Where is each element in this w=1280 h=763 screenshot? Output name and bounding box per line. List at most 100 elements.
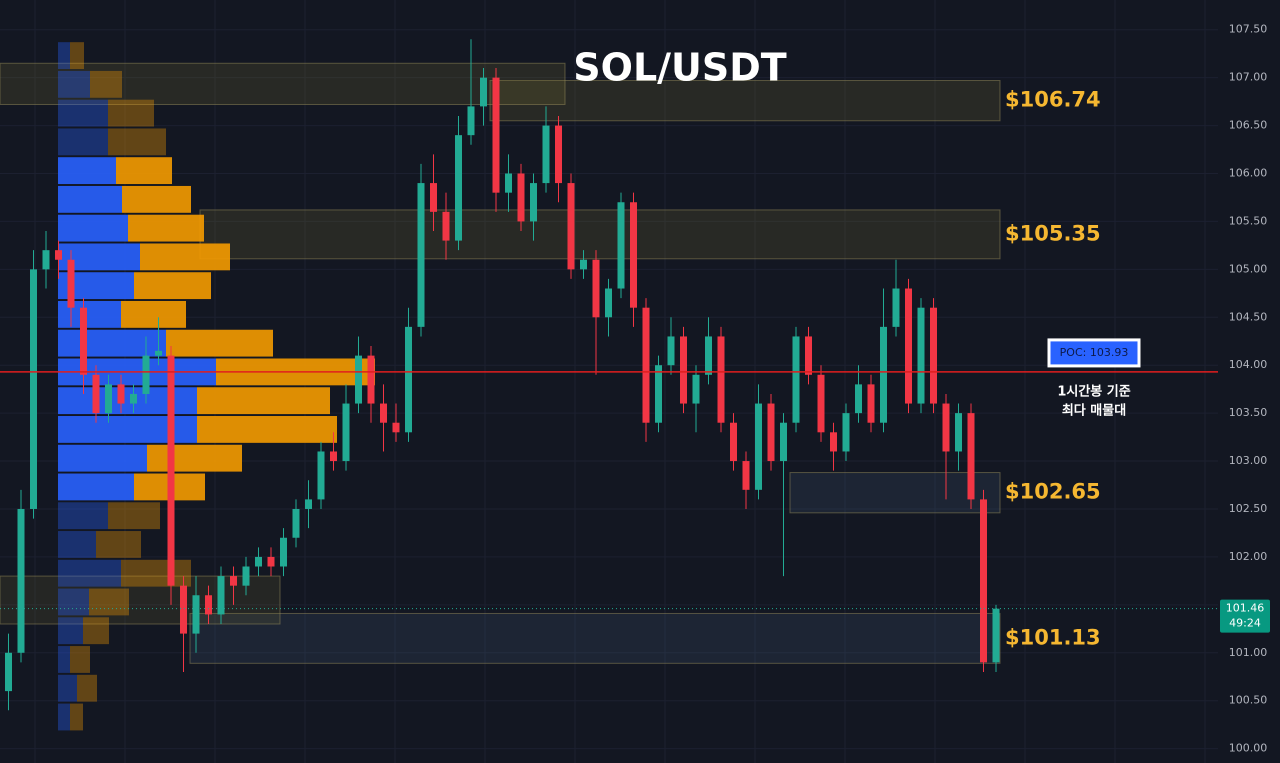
profile-buy: [58, 473, 134, 501]
chart-title: SOL/USDT: [573, 46, 787, 90]
y-tick-label: 107.00: [1229, 71, 1268, 84]
y-tick-label: 105.50: [1229, 214, 1268, 227]
profile-buy: [58, 559, 121, 587]
annotation: 최다 매물대: [1062, 402, 1126, 418]
profile-sell: [140, 243, 230, 271]
candle-body: [17, 508, 25, 653]
y-tick-label: 101.00: [1229, 646, 1268, 659]
profile-sell: [197, 387, 330, 415]
candle-body: [630, 202, 637, 308]
candle-body: [192, 595, 200, 634]
candle-body: [255, 556, 262, 567]
candle-body: [592, 259, 600, 318]
profile-sell: [108, 502, 160, 530]
profile-sell: [89, 588, 129, 616]
countdown-label: 49:24: [1229, 617, 1261, 630]
profile-sell: [108, 99, 154, 127]
candle-body: [142, 355, 150, 394]
candle-body: [342, 403, 350, 462]
candle-body: [655, 365, 662, 423]
candle-body: [667, 336, 675, 366]
candle-body: [705, 336, 712, 375]
profile-buy: [58, 703, 70, 731]
zone-label: $106.74: [1005, 88, 1101, 112]
profile-sell: [70, 42, 84, 70]
candle-body: [217, 576, 225, 615]
candle-body: [855, 384, 862, 414]
profile-sell: [121, 559, 191, 587]
candle-body: [830, 432, 837, 452]
candle-body: [367, 355, 375, 404]
profile-sell: [166, 329, 273, 357]
profile-buy: [58, 531, 96, 558]
profile-sell: [90, 70, 122, 98]
candle-body: [130, 393, 137, 404]
y-tick-label: 102.50: [1229, 502, 1268, 515]
candle-body: [692, 374, 700, 404]
profile-buy: [58, 617, 83, 645]
candle-body: [167, 355, 175, 586]
candle-body: [380, 403, 387, 423]
candle-body: [305, 499, 312, 509]
candle-body: [230, 576, 237, 586]
profile-buy: [58, 329, 166, 357]
candle-body: [805, 336, 812, 375]
candle-body: [642, 307, 650, 423]
y-tick-label: 104.50: [1229, 310, 1268, 323]
zone-label: $105.35: [1005, 221, 1101, 245]
profile-sell: [70, 703, 83, 731]
candle-body: [555, 125, 562, 184]
y-tick-label: 105.00: [1229, 262, 1268, 275]
profile-buy: [58, 157, 116, 185]
candle-body: [905, 288, 912, 404]
poc-label: POC: 103.93: [1060, 346, 1129, 359]
zone: [489, 80, 1001, 122]
candle-body: [742, 461, 750, 490]
candle-body: [792, 336, 800, 423]
zone-label: $102.65: [1005, 480, 1101, 504]
profile-buy: [58, 99, 108, 127]
candle-body: [417, 183, 425, 327]
candle-body: [767, 403, 775, 462]
profile-sell: [121, 300, 186, 328]
candle-body: [430, 183, 437, 212]
profile-buy: [58, 674, 77, 702]
candle-body: [442, 211, 450, 241]
annotation: 1시간봉 기준: [1057, 383, 1130, 399]
profile-sell: [70, 646, 90, 673]
candle-body: [755, 403, 762, 490]
candle-body: [292, 508, 300, 538]
candle-body: [42, 250, 50, 270]
candle-body: [567, 183, 575, 270]
candle-body: [817, 374, 825, 433]
candle-body: [605, 288, 612, 318]
y-tick-label: 106.00: [1229, 166, 1268, 179]
candle-body: [492, 77, 500, 193]
profile-buy: [58, 300, 121, 328]
y-tick-label: 106.50: [1229, 119, 1268, 132]
candle-body: [330, 451, 337, 462]
candle-body: [917, 307, 925, 404]
candle-body: [392, 422, 400, 433]
profile-buy: [58, 502, 108, 530]
profile-buy: [58, 444, 147, 472]
profile-sell: [122, 185, 191, 213]
profile-buy: [58, 416, 197, 443]
zone: [189, 612, 1001, 664]
candle-body: [517, 173, 525, 222]
y-tick-label: 103.50: [1229, 406, 1268, 419]
candle-body: [117, 384, 125, 404]
profile-sell: [134, 272, 211, 300]
y-tick-label: 107.50: [1229, 23, 1268, 36]
candle-body: [467, 106, 475, 136]
zone: [789, 472, 1001, 514]
candle-body: [55, 250, 62, 260]
candle-body: [942, 403, 950, 452]
profile-buy: [58, 387, 197, 415]
candle-body: [780, 422, 787, 462]
candle-body: [505, 173, 512, 193]
candle-body: [530, 183, 537, 222]
candle-body: [955, 413, 962, 452]
candle-body: [542, 125, 550, 184]
